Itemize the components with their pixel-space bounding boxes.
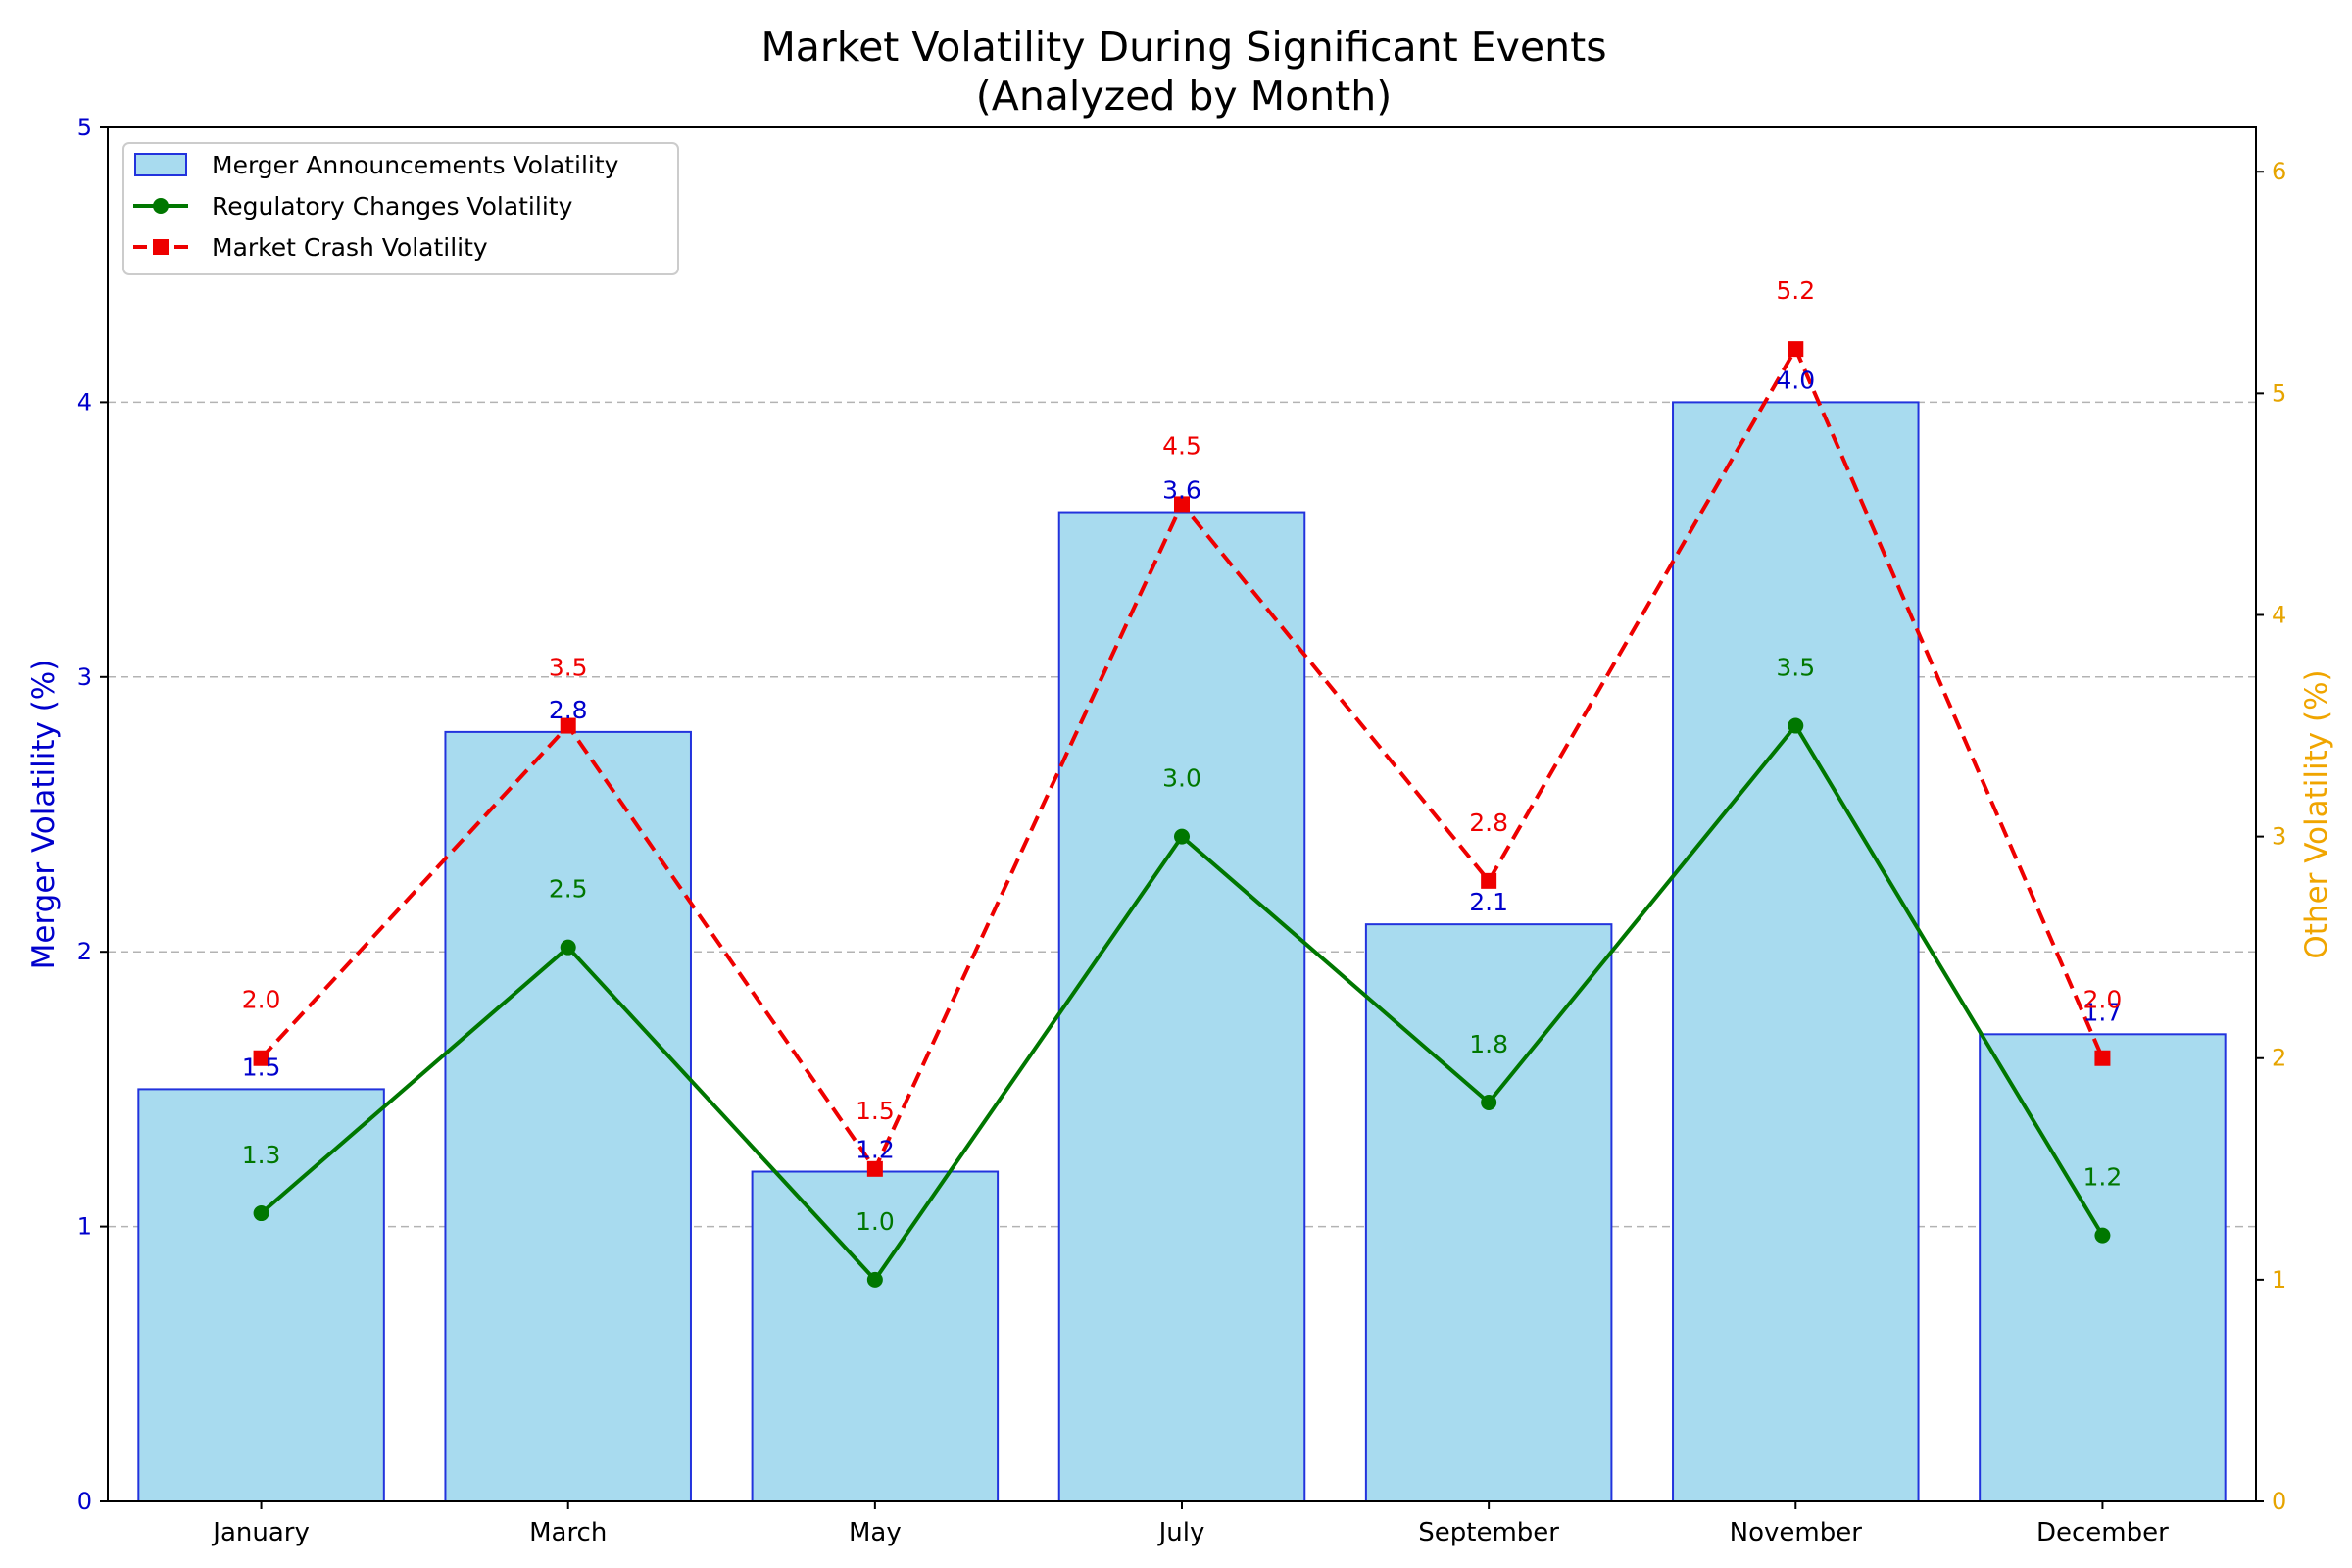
axes: 0 1 2 3 4 5 0 1 2 3 4 5 6 January March May July Septembe… bbox=[77, 114, 2287, 1547]
y-right-tick-label-5: 5 bbox=[2272, 379, 2286, 407]
legend: Merger Announcements Volatility Regulato… bbox=[122, 142, 679, 275]
label-regulatory-january: 1.3 bbox=[242, 1141, 281, 1169]
marker-regulatory-january bbox=[253, 1205, 270, 1222]
marker-crash-november bbox=[1788, 341, 1804, 358]
label-merger-january: 1.5 bbox=[242, 1053, 281, 1081]
marker-crash-march bbox=[560, 717, 576, 734]
y-axis-right-label: Other Volatility (%) bbox=[2299, 669, 2334, 958]
legend-swatch-merger bbox=[134, 153, 187, 176]
y-right-tick-label-1: 1 bbox=[2272, 1266, 2286, 1294]
bar-december bbox=[1979, 1033, 2227, 1502]
y-left-tick-label-1: 1 bbox=[77, 1213, 92, 1241]
label-merger-may: 1.2 bbox=[856, 1136, 895, 1164]
marker-regulatory-september bbox=[1481, 1094, 1497, 1110]
x-tick-label-july: July bbox=[1157, 1518, 1205, 1547]
y-left-tick-label-3: 3 bbox=[77, 663, 92, 691]
marker-regulatory-november bbox=[1788, 717, 1804, 734]
x-tick-label-december: December bbox=[2036, 1518, 2169, 1547]
marker-regulatory-march bbox=[560, 939, 576, 956]
marker-crash-january bbox=[253, 1050, 270, 1066]
y-right-tick-label-6: 6 bbox=[2272, 158, 2286, 185]
label-merger-july: 3.6 bbox=[1162, 476, 1201, 505]
label-crash-january: 2.0 bbox=[242, 986, 281, 1014]
marker-crash-december bbox=[2094, 1050, 2111, 1066]
y-right-tick-label-0: 0 bbox=[2272, 1488, 2286, 1515]
chart-title-line-1: Market Volatility During Significant Eve… bbox=[760, 24, 1606, 71]
label-crash-december: 2.0 bbox=[2083, 986, 2123, 1014]
bar-may bbox=[751, 1170, 1000, 1503]
x-tick-label-january: January bbox=[211, 1518, 310, 1547]
bar-july bbox=[1057, 511, 1306, 1502]
y-right-tick-label-3: 3 bbox=[2272, 823, 2286, 851]
bar-november bbox=[1672, 401, 1920, 1502]
label-regulatory-december: 1.2 bbox=[2083, 1163, 2123, 1192]
label-regulatory-may: 1.0 bbox=[856, 1207, 895, 1236]
legend-marker-crash bbox=[153, 239, 169, 255]
label-regulatory-november: 3.5 bbox=[1776, 654, 1815, 682]
y-left-tick-label-5: 5 bbox=[77, 114, 92, 141]
legend-box bbox=[122, 142, 679, 275]
line-series bbox=[253, 341, 2111, 1288]
marker-crash-may bbox=[866, 1160, 883, 1177]
marker-crash-september bbox=[1481, 872, 1497, 889]
legend-marker-regulatory bbox=[153, 198, 169, 214]
x-tick-label-march: March bbox=[529, 1518, 607, 1547]
label-crash-september: 2.8 bbox=[1469, 808, 1508, 837]
chart-title-line-2: (Analyzed by Month) bbox=[976, 73, 1392, 120]
label-crash-november: 5.2 bbox=[1776, 276, 1815, 305]
y-left-tick-label-0: 0 bbox=[77, 1488, 92, 1515]
label-crash-march: 3.5 bbox=[549, 654, 588, 682]
label-merger-november: 4.0 bbox=[1776, 366, 1815, 394]
y-left-tick-label-4: 4 bbox=[77, 388, 92, 416]
y-left-tick-label-2: 2 bbox=[77, 938, 92, 965]
label-regulatory-july: 3.0 bbox=[1162, 764, 1201, 793]
y-right-tick-label-2: 2 bbox=[2272, 1045, 2286, 1072]
legend-label-regulatory: Regulatory Changes Volatility bbox=[212, 192, 573, 220]
bar-september bbox=[1364, 923, 1613, 1502]
x-tick-label-september: September bbox=[1418, 1518, 1559, 1547]
label-regulatory-march: 2.5 bbox=[549, 875, 588, 904]
x-tick-label-may: May bbox=[849, 1518, 902, 1547]
marker-regulatory-december bbox=[2094, 1227, 2111, 1244]
label-merger-september: 2.1 bbox=[1469, 888, 1508, 916]
label-crash-july: 4.5 bbox=[1162, 431, 1201, 460]
label-regulatory-september: 1.8 bbox=[1469, 1030, 1508, 1058]
y-right-tick-label-4: 4 bbox=[2272, 601, 2286, 628]
label-merger-march: 2.8 bbox=[549, 696, 588, 724]
legend-label-crash: Market Crash Volatility bbox=[212, 233, 488, 262]
marker-regulatory-may bbox=[866, 1271, 883, 1288]
legend-label-merger: Merger Announcements Volatility bbox=[212, 151, 619, 179]
y-axis-left-label: Merger Volatility (%) bbox=[26, 660, 62, 970]
marker-regulatory-july bbox=[1174, 828, 1190, 845]
data-labels: 1.5 2.8 1.2 3.6 2.1 4.0 1.7 1.3 2.5 1.0 3.0 1.8 3.5 1… bbox=[242, 276, 2123, 1236]
label-merger-december: 1.7 bbox=[2083, 998, 2123, 1026]
bar-series bbox=[137, 401, 2227, 1503]
bar-january bbox=[137, 1088, 385, 1503]
x-tick-label-november: November bbox=[1730, 1518, 1863, 1547]
label-crash-may: 1.5 bbox=[856, 1097, 895, 1125]
marker-crash-july bbox=[1174, 496, 1190, 513]
